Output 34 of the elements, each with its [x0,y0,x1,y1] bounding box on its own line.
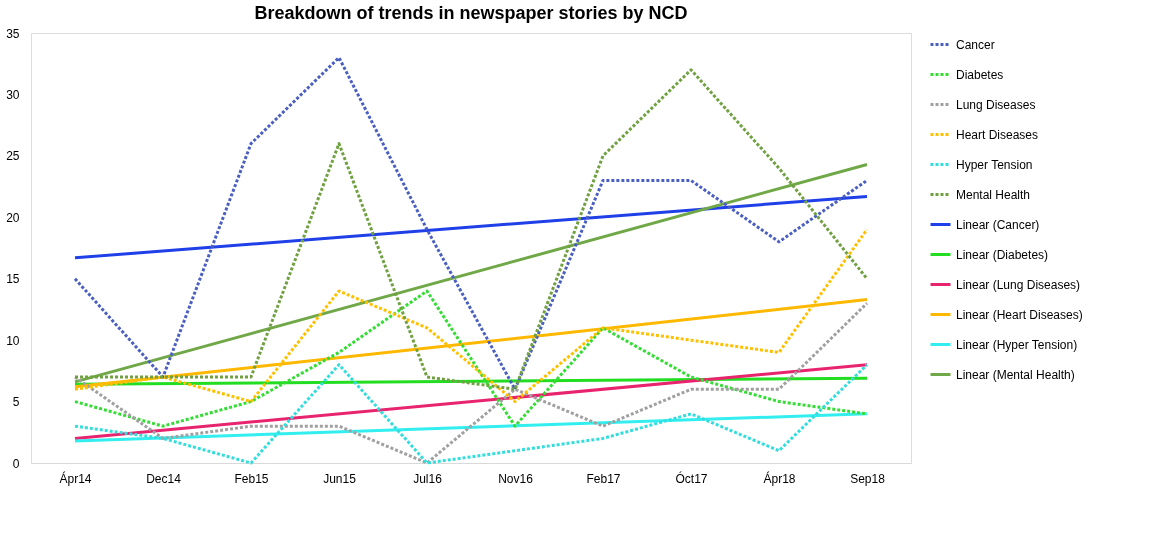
legend-label: Linear (Mental Health) [956,367,1075,382]
legend-label: Linear (Cancer) [956,217,1040,232]
y-tick-label: 5 [12,395,20,410]
legend-label: Hyper Tension [956,157,1033,172]
line-series [73,228,869,404]
x-tick-label: Jul16 [413,471,443,486]
y-tick-label: 35 [6,26,20,41]
x-tick-label: Óct17 [675,470,708,486]
legend-label: Linear (Lung Diseases) [956,277,1081,292]
legend-label: Diabetes [956,67,1004,82]
y-tick-label: 25 [6,149,20,164]
y-tick-label: 10 [6,333,20,348]
x-tick-label: Sep18 [850,471,886,486]
x-tick-label: Ápr14 [59,470,92,486]
x-tick-label: Ápr18 [763,470,796,486]
line-series [73,301,869,465]
legend-label: Linear (Heart Diseases) [956,307,1083,322]
x-tick-label: Jun15 [323,471,357,486]
line-series [73,363,869,465]
x-tick-label: Feb15 [234,471,269,486]
legend-label: Heart Diseases [956,127,1039,142]
x-tick-label: Feb17 [586,471,621,486]
legend-label: Linear (Hyper Tension) [956,337,1078,352]
x-tick-label: Dec14 [146,471,182,486]
y-tick-label: 30 [6,87,20,102]
y-tick-label: 15 [6,272,20,287]
legend-label: Cancer [956,37,995,52]
x-tick-label: Nov16 [498,471,534,486]
legend-label: Linear (Diabetes) [956,247,1049,262]
legend-label: Lung Diseases [956,97,1036,112]
chart-title: Breakdown of trends in newspaper stories by NCD [254,3,688,23]
y-tick-label: 20 [6,210,20,225]
y-tick-label: 0 [12,456,20,471]
legend-label: Mental Health [956,187,1031,202]
